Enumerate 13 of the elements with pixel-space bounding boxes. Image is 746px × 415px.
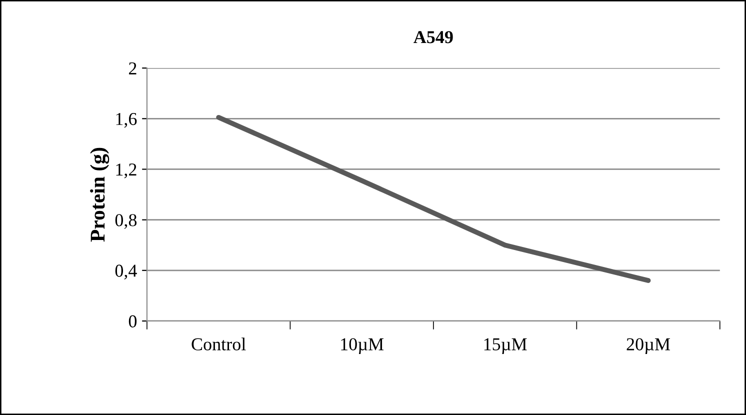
x-tick-label: 20µM [626, 338, 670, 354]
y-tick-label: 0,4 [115, 264, 137, 280]
y-tick-label: 1,2 [116, 164, 136, 178]
y-tick-label: 2 [129, 62, 136, 74]
y-tick-label: 0,8 [115, 214, 137, 229]
x-tick-label: 10µM [341, 338, 384, 354]
x-tick-label: 15µM [484, 338, 527, 354]
y-axis-title: Protein (g) [90, 148, 110, 242]
line-series [216, 114, 651, 283]
y-tick-label: 0 [128, 315, 137, 328]
chart-title: A549 [414, 31, 453, 44]
x-tick-label: Control [192, 338, 246, 350]
y-tick-label: 1,6 [116, 112, 137, 128]
